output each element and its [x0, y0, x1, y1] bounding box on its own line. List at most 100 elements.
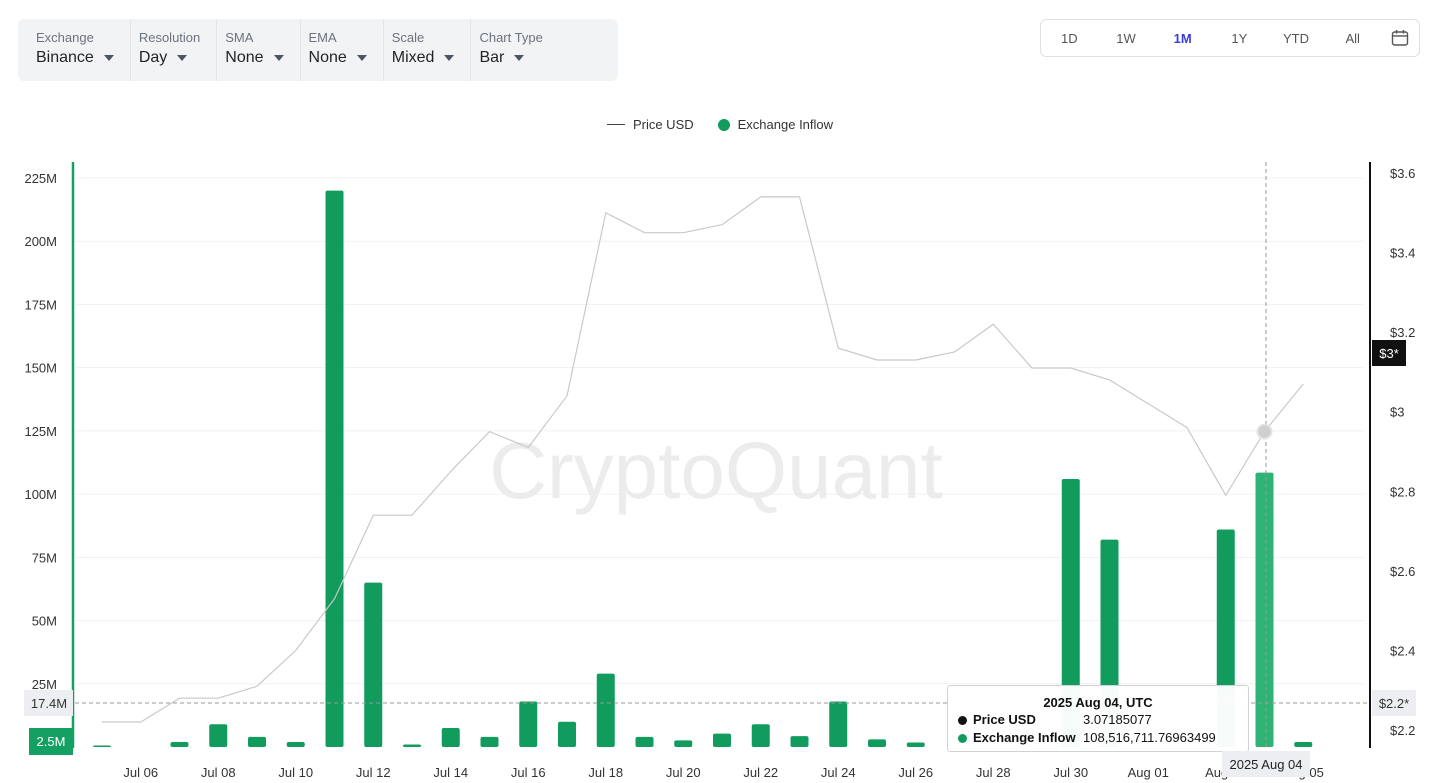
range-1w-button[interactable]: 1W: [1116, 30, 1136, 46]
range-ytd-button[interactable]: YTD: [1283, 30, 1310, 46]
x-tick-label: Jul 26: [898, 765, 933, 780]
tooltip-price-value: 3.07185077: [1083, 712, 1152, 727]
tooltip-price-label: Price USD: [973, 712, 1036, 727]
price-hover-marker: [1256, 423, 1273, 440]
sma-value: None: [225, 49, 264, 66]
exchange-selector[interactable]: Exchange Binance: [28, 19, 130, 81]
inflow-bar: [906, 742, 925, 747]
tooltip-row-inflow: Exchange Inflow 108,516,711.76963499: [958, 729, 1238, 747]
legend-item-inflow[interactable]: Exchange Inflow: [717, 117, 833, 132]
chevron-down-icon: [444, 55, 455, 61]
right-crosshair-value: $2.2*: [1379, 696, 1409, 711]
inflow-bar: [248, 736, 266, 747]
x-tick-label: Jul 22: [743, 765, 778, 780]
right-tick-label: $2.6: [1390, 564, 1415, 579]
chart-type-value: Bar: [479, 49, 505, 66]
inflow-bar: [480, 736, 499, 747]
price-badge: [1372, 340, 1406, 366]
left-tick-label: 175M: [24, 297, 57, 312]
inflow-bar: [519, 701, 538, 747]
right-tick-label: $3.6: [1390, 166, 1415, 181]
right-tick-label: $3.2: [1390, 325, 1415, 340]
x-tick-label: Jul 28: [976, 765, 1011, 780]
inflow-bar: [829, 701, 848, 747]
x-tick-label: Jul 14: [433, 765, 468, 780]
right-tick-label: $2.4: [1390, 643, 1415, 658]
chart-type-selector[interactable]: Chart Type Bar: [470, 19, 558, 81]
x-axis-ticks: Jul 06 Jul 08 Jul 10 Jul 12 Jul 14 Jul 16 Jul …: [123, 765, 1323, 780]
x-tick-label: Jul 30: [1053, 765, 1088, 780]
left-tick-label: 100M: [24, 487, 57, 502]
inflow-bar: [93, 745, 111, 747]
x-tick-label: Jul 10: [278, 765, 313, 780]
ema-label: EMA: [308, 30, 337, 45]
resolution-selector[interactable]: Resolution Day: [129, 19, 216, 81]
left-tick-label: 125M: [24, 424, 57, 439]
x-tick-label: Jul 24: [821, 765, 856, 780]
inflow-bar: [364, 582, 383, 747]
inflow-bar: [1061, 478, 1080, 747]
inflow-bar: [403, 744, 421, 747]
tooltip-title: 2025 Aug 04, UTC: [1043, 695, 1153, 710]
left-tick-label: 200M: [24, 234, 57, 249]
legend-price-label: Price USD: [632, 117, 694, 132]
legend-item-price[interactable]: Price USD: [606, 117, 694, 132]
resolution-label: Resolution: [138, 30, 201, 45]
sma-selector[interactable]: SMA None: [216, 19, 299, 81]
range-1m-button[interactable]: 1M: [1173, 30, 1192, 46]
tooltip-inflow-label: Exchange Inflow: [973, 730, 1076, 745]
time-range-selector: 1D 1W 1M 1Y YTD All: [1040, 19, 1420, 57]
dot-icon: [958, 715, 967, 725]
inflow-bar: [596, 673, 615, 747]
tooltip-row-price: Price USD 3.07185077: [958, 711, 1238, 729]
scale-selector[interactable]: Scale Mixed: [382, 19, 471, 81]
left-crosshair-value: 17.4M: [31, 696, 67, 711]
left-tick-label: 25M: [32, 677, 57, 692]
line-icon: [606, 124, 625, 125]
left-bottom-badge: [29, 728, 73, 755]
sma-label: SMA: [225, 30, 254, 45]
calendar-icon[interactable]: [1381, 29, 1419, 47]
inflow-bar: [1255, 472, 1274, 747]
inflow-bar: [868, 739, 886, 747]
ema-selector[interactable]: EMA None: [299, 19, 383, 81]
tooltip-inflow-value: 108,516,711.76963499: [1083, 730, 1216, 745]
chevron-down-icon: [514, 55, 525, 61]
inflow-bar: [1294, 741, 1313, 747]
price-line: [102, 196, 1304, 723]
chevron-down-icon: [356, 55, 367, 61]
right-tick-label: $3: [1390, 405, 1404, 420]
left-tick-label: 150M: [24, 361, 57, 376]
chart-settings-toolbar: Exchange Binance Resolution Day SMA None…: [18, 19, 618, 81]
dot-icon: [717, 118, 730, 131]
left-tick-label: 50M: [32, 614, 57, 629]
inflow-bar: [674, 740, 693, 747]
range-all-button[interactable]: All: [1345, 30, 1360, 46]
exchange-value: Binance: [36, 49, 94, 66]
watermark: CryptoQuant: [489, 426, 943, 515]
left-bottom-badge-value: 2.5M: [37, 734, 66, 749]
exchange-label: Exchange: [36, 30, 94, 45]
chart-legend: Price USD Exchange Inflow: [0, 117, 1440, 132]
inflow-bar: [635, 736, 654, 747]
range-1d-button[interactable]: 1D: [1061, 30, 1078, 46]
x-crosshair-badge: 2025 Aug 04: [1222, 751, 1310, 777]
x-tick-label: Jul 06: [123, 765, 158, 780]
inflow-bar: [441, 728, 460, 747]
inflow-bar: [713, 733, 731, 747]
inflow-bar: [751, 724, 770, 747]
inflow-bar: [790, 736, 809, 747]
x-tick-label: Jul 12: [356, 765, 391, 780]
left-crosshair-badge: [24, 690, 73, 716]
left-tick-label: 75M: [32, 550, 57, 565]
right-crosshair-badge: [1372, 690, 1416, 716]
right-axis-ticks: $2.2 $2.4 $2.6 $2.8 $3 $3.2 $3.4 $3.6: [1390, 166, 1415, 738]
resolution-value: Day: [138, 49, 168, 66]
price-badge-value: $3*: [1379, 346, 1399, 361]
x-tick-label: Jul 16: [511, 765, 546, 780]
right-tick-label: $3.4: [1390, 246, 1415, 261]
range-1y-button[interactable]: 1Y: [1231, 30, 1248, 46]
inflow-bar: [558, 721, 576, 747]
x-tick-label: Jul 20: [666, 765, 701, 780]
